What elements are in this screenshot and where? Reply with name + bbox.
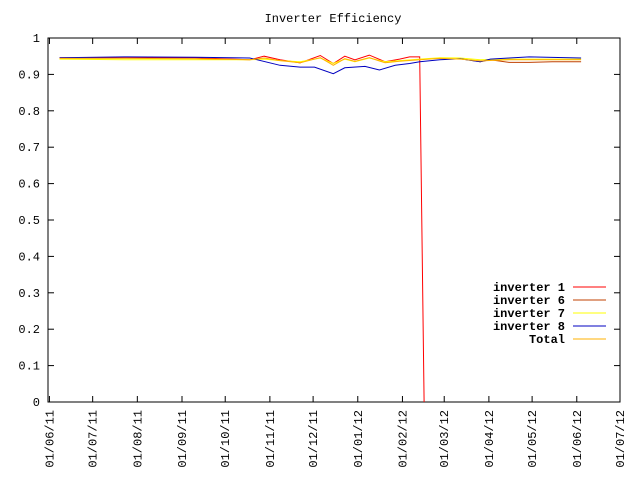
x-tick-label: 01/05/12 bbox=[526, 410, 540, 468]
x-tick-label: 01/09/11 bbox=[176, 410, 190, 468]
y-tick-label: 0.9 bbox=[18, 68, 40, 82]
series-line-total bbox=[59, 57, 582, 66]
legend-label: inverter 6 bbox=[493, 294, 565, 308]
x-tick-label: 01/11/11 bbox=[264, 410, 278, 468]
x-tick-label: 01/07/12 bbox=[614, 410, 628, 468]
series-lines bbox=[59, 54, 582, 403]
legend-label: inverter 8 bbox=[493, 320, 565, 334]
x-tick-label: 01/07/11 bbox=[87, 410, 101, 468]
y-tick-label: 0.5 bbox=[18, 214, 40, 228]
x-tick-label: 01/06/12 bbox=[571, 410, 585, 468]
y-tick-label: 1 bbox=[33, 32, 40, 46]
x-tick-label: 01/03/12 bbox=[438, 410, 452, 468]
y-tick-label: 0.8 bbox=[18, 105, 40, 119]
axes: 0 0.1 0.2 0.3 0.4 0.5 0.6 0.7 0.8 0.9 1 01/06/11 01/… bbox=[18, 32, 628, 468]
y-tick-label: 0.4 bbox=[18, 250, 40, 264]
legend-label: Total bbox=[529, 333, 565, 347]
chart-title: Inverter Efficiency bbox=[265, 12, 402, 26]
y-tick-label: 0 bbox=[33, 396, 40, 410]
x-tick-label: 01/06/11 bbox=[43, 410, 57, 468]
x-tick-label: 01/10/11 bbox=[219, 410, 233, 468]
x-tick-label: 01/01/12 bbox=[352, 410, 366, 468]
y-tick-label: 0.7 bbox=[18, 141, 40, 155]
x-tick-label: 01/08/11 bbox=[131, 410, 145, 468]
x-tick-label: 01/02/12 bbox=[396, 410, 410, 468]
y-tick-label: 0.6 bbox=[18, 178, 40, 192]
x-tick-label: 01/04/12 bbox=[483, 410, 497, 468]
legend-label: inverter 7 bbox=[493, 307, 565, 321]
legend-label: inverter 1 bbox=[493, 281, 565, 295]
y-tick-label: 0.2 bbox=[18, 323, 40, 337]
x-tick-label: 01/12/11 bbox=[307, 410, 321, 468]
plot-border bbox=[47, 37, 621, 403]
y-tick-label: 0.1 bbox=[18, 360, 40, 374]
series-line-inverter-8 bbox=[59, 56, 582, 75]
series-line-inverter-1 bbox=[59, 54, 425, 403]
y-tick-label: 0.3 bbox=[18, 287, 40, 301]
